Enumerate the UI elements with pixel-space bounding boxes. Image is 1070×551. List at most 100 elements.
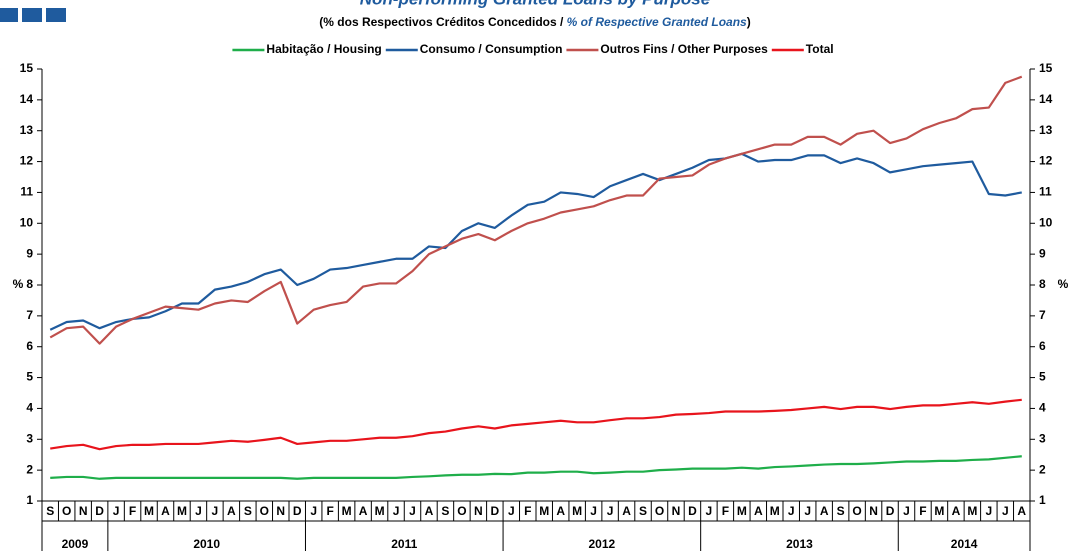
- series-line: [50, 455, 1022, 480]
- x-tick-label: S: [441, 504, 449, 518]
- y-tick-label: 12: [20, 154, 34, 168]
- x-tick-label: F: [919, 504, 926, 518]
- y-tick-label: 8: [26, 277, 33, 291]
- x-tick-label: M: [737, 504, 747, 518]
- x-tick-label: D: [490, 504, 499, 518]
- year-label: 2013: [786, 537, 813, 551]
- y2-tick-label: 15: [1039, 61, 1053, 75]
- y2-tick-label: 7: [1039, 308, 1046, 322]
- x-tick-label: J: [788, 504, 795, 518]
- logo-block: [22, 8, 42, 22]
- y-tick-label: 9: [26, 246, 33, 260]
- x-tick-label: J: [393, 504, 400, 518]
- y-tick-label: 15: [20, 61, 34, 75]
- x-tick-label: J: [113, 504, 120, 518]
- x-tick-label: S: [244, 504, 252, 518]
- x-tick-label: O: [457, 504, 466, 518]
- x-tick-label: D: [293, 504, 302, 518]
- x-tick-label: D: [688, 504, 697, 518]
- y-tick-label: 11: [20, 185, 33, 199]
- x-tick-label: M: [144, 504, 154, 518]
- y-tick-label: 5: [26, 370, 33, 384]
- x-tick-label: M: [770, 504, 780, 518]
- chart-subtitle: (% dos Respectivos Créditos Concedidos /…: [319, 15, 750, 29]
- y-tick-label: 4: [26, 401, 33, 415]
- year-label: 2014: [951, 537, 978, 551]
- x-tick-label: D: [886, 504, 895, 518]
- x-tick-label: J: [903, 504, 910, 518]
- x-tick-label: J: [985, 504, 992, 518]
- x-tick-label: A: [227, 504, 236, 518]
- y2-tick-label: 6: [1039, 339, 1046, 353]
- y2-tick-label: 12: [1039, 154, 1053, 168]
- x-tick-label: N: [474, 504, 483, 518]
- y2-tick-label: 5: [1039, 370, 1046, 384]
- x-tick-label: M: [375, 504, 385, 518]
- x-tick-label: M: [539, 504, 549, 518]
- x-tick-label: D: [95, 504, 104, 518]
- y2-tick-label: 13: [1039, 123, 1053, 137]
- x-tick-label: J: [1002, 504, 1009, 518]
- y2-tick-label: 8: [1039, 277, 1046, 291]
- y-tick-label: 1: [26, 493, 33, 507]
- x-tick-label: O: [62, 504, 71, 518]
- y2-tick-label: 1: [1039, 493, 1046, 507]
- x-tick-label: N: [869, 504, 878, 518]
- y2-tick-label: 11: [1039, 185, 1052, 199]
- x-tick-label: F: [326, 504, 333, 518]
- legend-label: Total: [806, 42, 834, 56]
- x-tick-label: M: [572, 504, 582, 518]
- x-tick-label: J: [706, 504, 713, 518]
- x-tick-label: N: [672, 504, 681, 518]
- y-tick-label: 6: [26, 339, 33, 353]
- series-line: [49, 75, 1023, 345]
- y-tick-label: 14: [20, 92, 34, 106]
- logo-block: [46, 8, 66, 22]
- x-tick-label: O: [260, 504, 269, 518]
- logo-block: [0, 8, 18, 22]
- y-tick-label: 10: [20, 215, 34, 229]
- x-tick-label: A: [952, 504, 961, 518]
- x-tick-label: S: [837, 504, 845, 518]
- y2-tick-label: 2: [1039, 462, 1046, 476]
- legend-label: Outros Fins / Other Purposes: [600, 42, 768, 56]
- x-tick-label: A: [556, 504, 565, 518]
- y-tick-label: 7: [26, 308, 33, 322]
- y2-tick-label: 14: [1039, 92, 1053, 106]
- x-tick-label: F: [129, 504, 136, 518]
- x-tick-label: O: [852, 504, 861, 518]
- x-tick-label: A: [820, 504, 829, 518]
- x-tick-label: J: [607, 504, 614, 518]
- x-tick-label: A: [425, 504, 434, 518]
- x-tick-label: A: [161, 504, 170, 518]
- y2-tick-label: 4: [1039, 401, 1046, 415]
- x-tick-label: J: [212, 504, 219, 518]
- x-tick-label: F: [524, 504, 531, 518]
- x-tick-label: A: [754, 504, 763, 518]
- x-tick-label: S: [46, 504, 54, 518]
- x-tick-label: M: [967, 504, 977, 518]
- year-label: 2009: [62, 537, 89, 551]
- y-tick-label: 2: [26, 462, 33, 476]
- legend-label: Habitação / Housing: [266, 42, 381, 56]
- y2-tick-label: 9: [1039, 246, 1046, 260]
- x-tick-label: J: [195, 504, 202, 518]
- year-label: 2011: [391, 537, 417, 551]
- x-tick-label: M: [934, 504, 944, 518]
- series-line: [49, 152, 1022, 331]
- x-tick-label: S: [639, 504, 647, 518]
- series-line: [50, 398, 1022, 451]
- x-tick-label: A: [1017, 504, 1026, 518]
- x-tick-label: J: [590, 504, 597, 518]
- x-tick-label: A: [622, 504, 631, 518]
- x-tick-label: A: [359, 504, 368, 518]
- y2-tick-label: 3: [1039, 431, 1046, 445]
- x-tick-label: J: [409, 504, 416, 518]
- year-label: 2010: [193, 537, 220, 551]
- y-tick-label: 13: [20, 123, 34, 137]
- x-tick-label: O: [655, 504, 664, 518]
- x-tick-label: N: [276, 504, 285, 518]
- x-tick-label: J: [804, 504, 811, 518]
- x-tick-label: N: [79, 504, 88, 518]
